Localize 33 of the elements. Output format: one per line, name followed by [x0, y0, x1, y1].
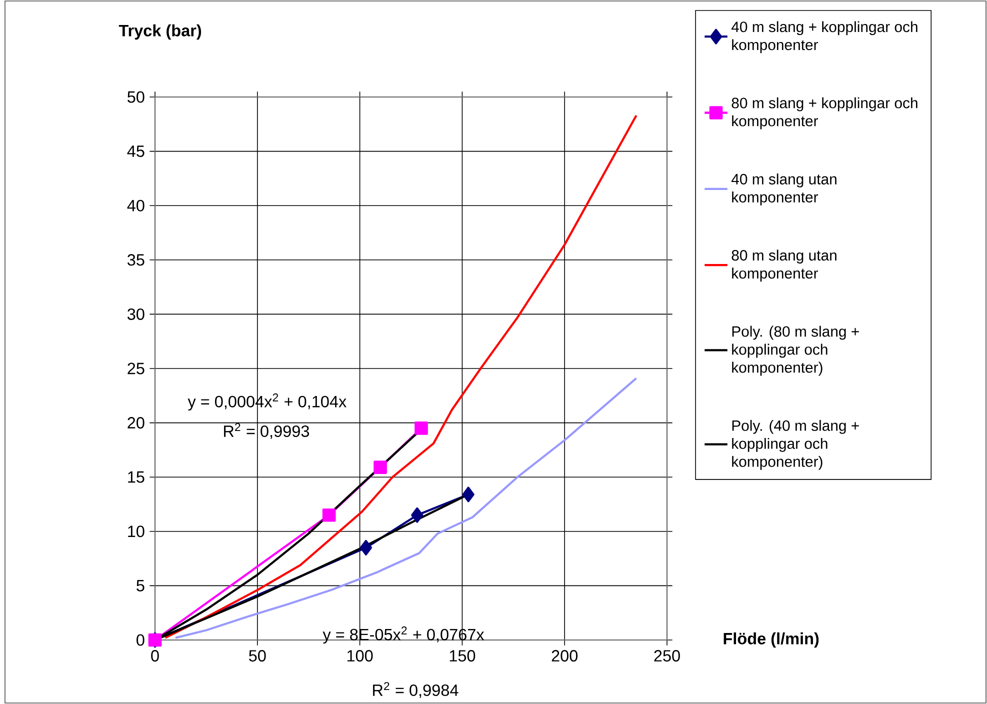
point — [411, 507, 424, 523]
x-axis-title: Flöde (l/min) — [724, 632, 819, 648]
y-tick-label: 25 — [128, 362, 144, 374]
annotation: R$^{2}$ = 0,9993 — [224, 423, 310, 439]
y-tick-label: 35 — [127, 254, 144, 266]
legend-label: 80 m slang utan komponenter — [732, 250, 836, 282]
legend-label: 40 m slang + kopplingar och komponenter — [731, 21, 918, 54]
y-tick-label: 15 — [128, 471, 144, 483]
y-tick-label: 0 — [136, 634, 144, 646]
y-axis-title: Tryck (bar) — [118, 24, 202, 40]
point — [360, 540, 372, 556]
y-tick-label: 20 — [128, 417, 144, 429]
x-tick-label: 250 — [654, 650, 680, 662]
point — [462, 486, 474, 502]
text: R$^{2}$ = 0,9984 — [373, 682, 458, 698]
y-tick-label: 40 — [127, 200, 144, 212]
y-tick-label: 30 — [127, 308, 144, 320]
legend-label: Poly. (40 m slang + kopplingar och komponenter) — [732, 420, 859, 470]
x-tick-label: 0 — [151, 650, 159, 662]
y-tick-label: 50 — [128, 91, 144, 103]
y-tick-label: 45 — [127, 146, 144, 157]
legend-label: Poly. (80 m slang + kopplingar och komponenter) — [732, 326, 859, 376]
point — [322, 508, 336, 522]
x-tick-label: 100 — [347, 650, 373, 662]
point — [374, 460, 387, 474]
x-tick-label: 150 — [450, 650, 476, 662]
y-tick-label: 10 — [128, 526, 144, 538]
y-tick-label: 5 — [136, 580, 144, 592]
legend-label: 40 m slang utan komponenter — [731, 174, 836, 206]
point — [414, 422, 428, 435]
legend-label: 80 m slang + kopplingar och komponenter — [732, 97, 918, 130]
x-tick-label: 50 — [249, 650, 266, 662]
x-tick-label: 200 — [552, 650, 578, 662]
